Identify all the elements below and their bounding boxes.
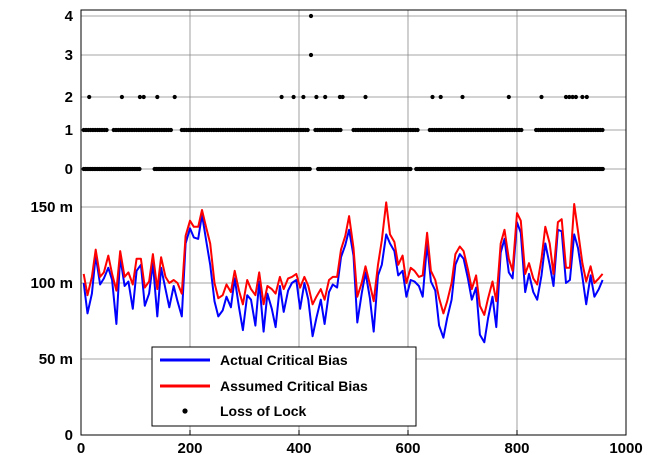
loss-of-lock-point [570,94,575,100]
loss-of-lock-point [363,94,368,100]
legend: Actual Critical Bias Assumed Critical Bi… [151,346,417,427]
y-tick-label-lower: 150 m [30,199,73,216]
loss-of-lock-point [314,94,319,100]
loss-of-lock-point [573,94,579,100]
loss-of-lock-point [104,127,109,133]
loss-of-lock-point [291,94,296,100]
plot-frame [80,9,627,436]
loss-of-lock-point [567,94,572,100]
loss-of-lock-point [155,94,160,100]
legend-label-assumed: Assumed Critical Bias [220,378,368,394]
loss-of-lock-point [168,127,173,133]
x-tick-label: 600 [395,440,420,457]
loss-of-lock-point [539,94,544,100]
y-tick-label-upper: 2 [65,89,73,106]
x-tick-label: 1000 [609,440,642,457]
loss-of-lock-point [580,94,585,100]
loss-of-lock-point [408,166,413,172]
loss-of-lock-point [430,94,435,100]
x-tick-label: 200 [177,440,202,457]
x-tick-label: 400 [286,440,311,457]
y-tick-label-lower: 0 [65,427,73,444]
loss-of-lock-point [600,166,605,172]
loss-of-lock-point [172,94,177,100]
legend-label-actual: Actual Critical Bias [220,352,348,368]
y-tick-label-upper: 4 [65,8,74,25]
loss-of-lock-point [301,94,306,100]
loss-of-lock-point [307,166,312,172]
loss-of-lock-point [305,127,310,133]
loss-of-lock-point [137,166,142,172]
x-tick-label: 800 [504,440,529,457]
y-tick-label-lower: 100 m [30,275,73,292]
loss-of-lock-point [584,94,589,100]
series-layer [81,13,605,344]
series-line-actual-critical-bias [82,213,604,344]
loss-of-lock-point [600,127,605,133]
y-tick-label-upper: 0 [65,161,73,178]
legend-marker-loss-of-lock [182,408,188,414]
loss-of-lock-point [141,94,146,100]
loss-of-lock-point [279,94,284,100]
loss-of-lock-point [308,13,314,19]
loss-of-lock-point [460,94,465,100]
y-tick-label-lower: 50 m [39,351,73,368]
loss-of-lock-point [438,94,443,100]
loss-of-lock-point [119,94,124,100]
x-tick-label: 0 [77,440,85,457]
loss-of-lock-point [308,52,314,58]
loss-of-lock-point [506,94,511,100]
loss-of-lock-point [338,127,343,133]
loss-of-lock-point [415,127,420,133]
y-tick-label-upper: 3 [65,47,73,64]
loss-of-lock-point [563,94,569,100]
legend-label-loss-of-lock: Loss of Lock [220,403,307,419]
loss-of-lock-point [323,94,328,100]
loss-of-lock-point [340,94,345,100]
series-line-assumed-critical-bias [82,201,604,316]
axes: 0 200 400 600 800 1000 0 1 2 3 4 0 50 m 100 m 150 m [30,8,642,457]
y-tick-label-upper: 1 [65,122,73,139]
loss-of-lock-point [87,94,92,100]
loss-of-lock-point [519,127,524,133]
loss-of-lock-point [137,94,142,100]
